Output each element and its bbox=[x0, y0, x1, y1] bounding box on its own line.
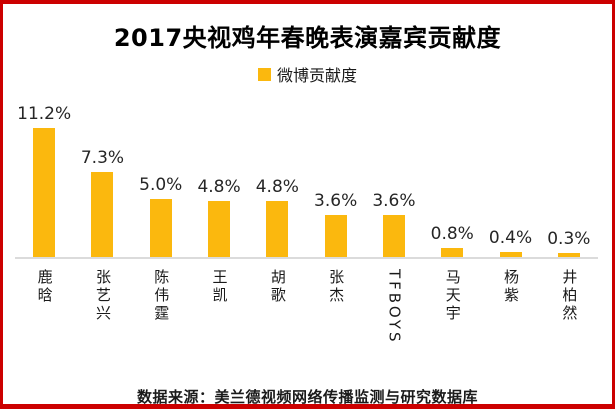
bar-value-label: 3.6% bbox=[372, 191, 416, 211]
bar-value-label: 11.2% bbox=[17, 104, 72, 124]
bar bbox=[208, 201, 231, 257]
chart-title: 2017央视鸡年春晚表演嘉宾贡献度 bbox=[113, 24, 502, 52]
bar-value-label: 5.0% bbox=[139, 175, 183, 195]
bar-column: 4.8% bbox=[248, 104, 306, 257]
bar bbox=[91, 172, 114, 257]
bar bbox=[266, 201, 289, 257]
bar-plot-area: 11.2% 7.3% 5.0% 4.8% 4.8% 3.6% 3.6% 0.8% 0.4% 0.3… bbox=[15, 104, 598, 259]
bar-value-label: 3.6% bbox=[314, 191, 358, 211]
bar-value-label: 4.8% bbox=[197, 177, 241, 197]
category-label: 胡歌 bbox=[268, 269, 287, 305]
bar-column: 4.8% bbox=[190, 104, 248, 257]
data-source-note: 数据来源：美兰德视频网络传播监测与研究数据库 bbox=[136, 388, 478, 406]
bar-column: 3.6% bbox=[306, 104, 364, 257]
category-label: 杨紫 bbox=[502, 269, 521, 305]
category-label: TFBOYS bbox=[385, 269, 404, 345]
bar bbox=[499, 252, 522, 257]
category-label-cell: 陈伟霆 bbox=[132, 269, 190, 323]
category-label: 鹿晗 bbox=[35, 269, 54, 305]
bar-value-label: 7.3% bbox=[80, 148, 125, 168]
bar-column: 0.4% bbox=[481, 104, 539, 257]
category-label-cell: 张杰 bbox=[306, 269, 364, 305]
bar-column: 0.8% bbox=[423, 104, 481, 257]
category-label-cell: 马天宇 bbox=[423, 269, 481, 323]
bar-value-label: 0.3% bbox=[547, 229, 591, 249]
bar bbox=[382, 215, 405, 257]
bar-column: 11.2% bbox=[15, 104, 73, 257]
legend-label: 微博贡献度 bbox=[276, 66, 357, 85]
bar-value-label: 0.8% bbox=[430, 224, 474, 244]
category-label: 张杰 bbox=[327, 269, 346, 305]
category-label-cell: 井柏然 bbox=[540, 269, 598, 323]
bar bbox=[33, 128, 56, 257]
category-label-cell: TFBOYS bbox=[365, 269, 423, 345]
category-label: 马天宇 bbox=[443, 269, 462, 323]
bar bbox=[149, 199, 172, 257]
legend: 微博贡献度 bbox=[3, 62, 612, 86]
bar-value-label: 0.4% bbox=[488, 228, 533, 248]
category-label-cell: 王凯 bbox=[190, 269, 248, 305]
bar-column: 7.3% bbox=[73, 104, 131, 257]
category-label: 王凯 bbox=[210, 269, 229, 305]
bar-column: 0.3% bbox=[540, 104, 598, 257]
legend-swatch-icon bbox=[257, 67, 271, 81]
category-label: 陈伟霆 bbox=[152, 269, 171, 323]
bar-column: 3.6% bbox=[365, 104, 423, 257]
bar bbox=[324, 215, 347, 257]
category-label: 张艺兴 bbox=[93, 269, 112, 323]
bar-value-label: 4.8% bbox=[255, 177, 299, 197]
category-label: 井柏然 bbox=[560, 269, 579, 323]
category-label-cell: 张艺兴 bbox=[73, 269, 131, 323]
bar bbox=[441, 248, 464, 257]
category-label-cell: 鹿晗 bbox=[15, 269, 73, 305]
bar bbox=[557, 253, 580, 257]
category-label-cell: 胡歌 bbox=[248, 269, 306, 305]
bar-column: 5.0% bbox=[132, 104, 190, 257]
category-label-cell: 杨紫 bbox=[481, 269, 539, 305]
category-axis: 鹿晗 张艺兴 陈伟霆 王凯 胡歌 张杰 TFBOYS 马天宇 杨紫 井柏然 bbox=[15, 269, 598, 373]
